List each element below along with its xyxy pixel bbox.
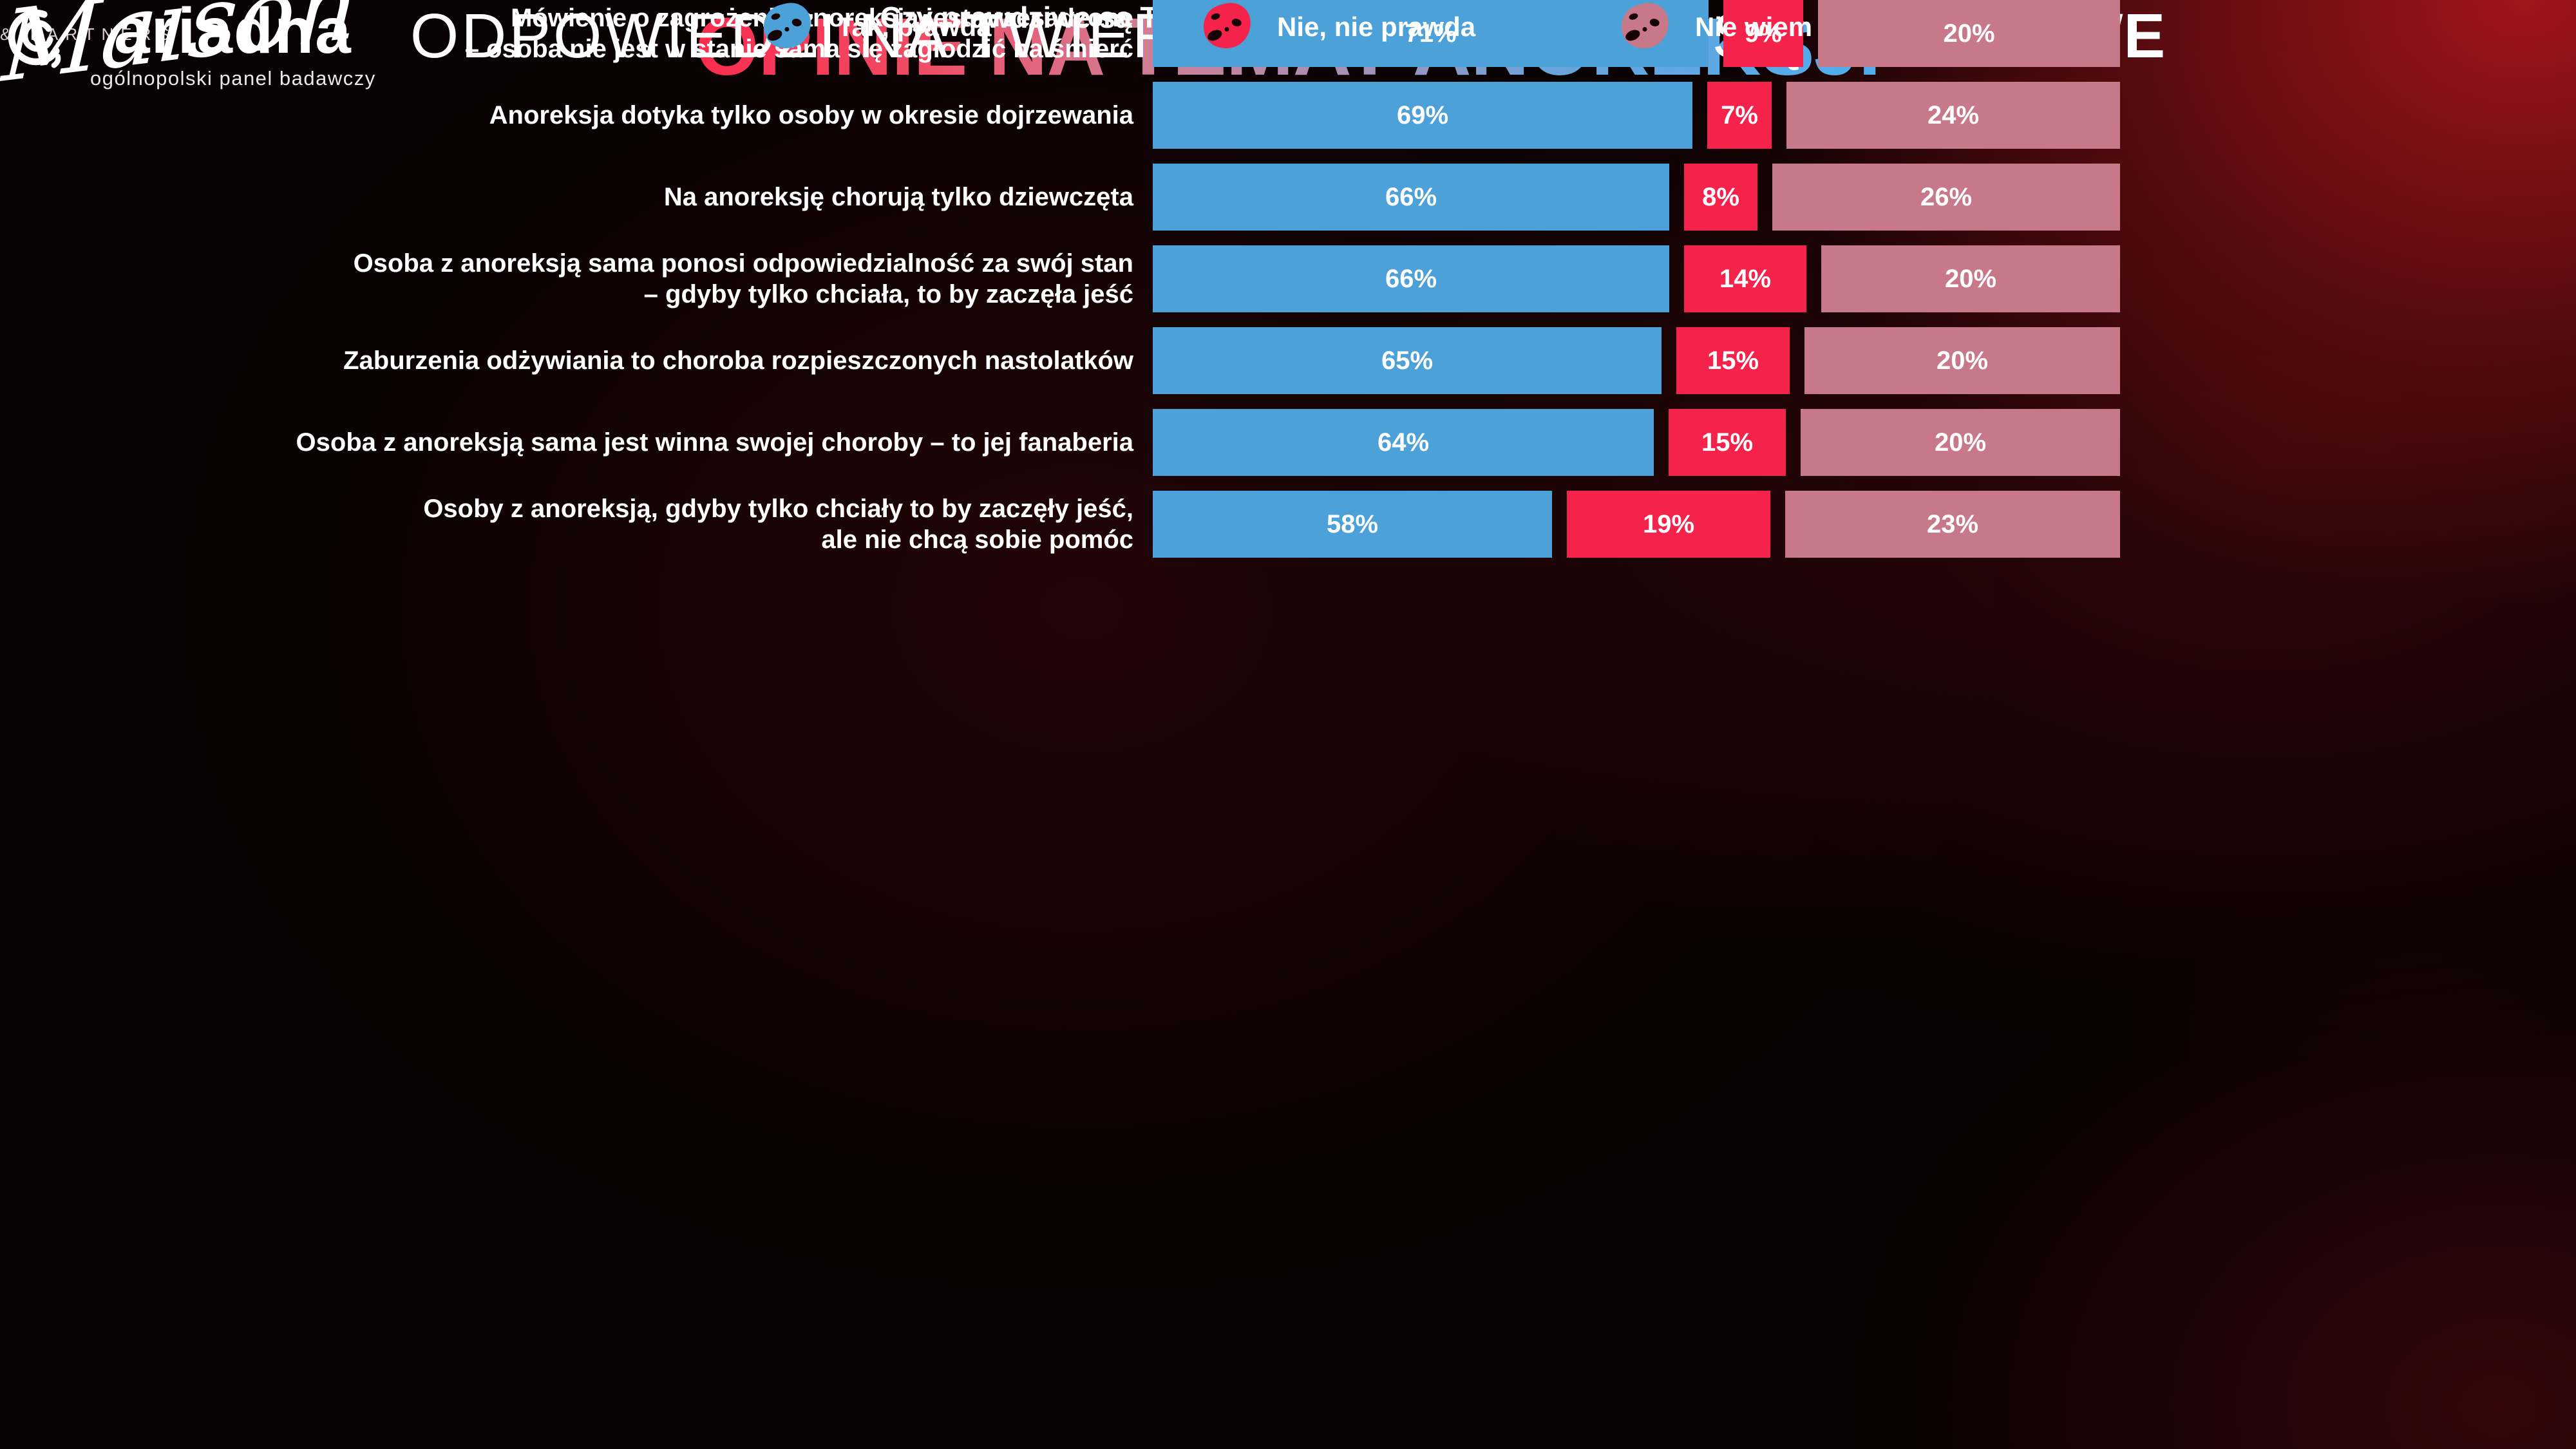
bar-value-label: 14% <box>1719 264 1772 293</box>
row-label: Mówienie o zagrożeniu anoreksją jest prz… <box>0 0 1153 67</box>
row-label-line: Anoreksja dotyka tylko osoby w okresie d… <box>489 101 1133 129</box>
bar-segment-no: 15% <box>1676 327 1790 394</box>
ariadna-name-label: ariadna <box>114 0 352 67</box>
bar-value-label: 9% <box>1745 19 1782 48</box>
bar-segment-dontknow: 24% <box>1786 82 2120 149</box>
ariadna-tagline-label: ogólnopolski panel badawczy <box>90 67 376 90</box>
ariadna-spiral-icon <box>8 10 61 68</box>
chart-row: Osoba z anoreksją sama ponosi odpowiedzi… <box>0 245 2120 312</box>
chart-row: Osoba z anoreksją sama jest winna swojej… <box>0 409 2120 476</box>
row-label-line: Osoba z anoreksją sama jest winna swojej… <box>296 428 1133 457</box>
bar-segment-no: 9% <box>1723 0 1803 67</box>
bar-value-label: 71% <box>1405 19 1457 48</box>
row-label-line: Mówienie o zagrożeniu anoreksją jest prz… <box>511 4 1133 32</box>
row-label: Zaburzenia odżywiania to choroba rozpies… <box>0 327 1153 394</box>
bar-segment-no: 7% <box>1707 82 1772 149</box>
row-label-line: Osoby z anoreksją, gdyby tylko chciały t… <box>423 495 1133 523</box>
bar-value-label: 66% <box>1385 182 1437 211</box>
bar-segment-yes: 66% <box>1153 245 1669 312</box>
stacked-bar-chart: Mówienie o zagrożeniu anoreksją jest prz… <box>0 0 2120 573</box>
legend-blob-icon <box>763 3 811 48</box>
row-bars: 69% 7% 24% <box>1153 82 2120 149</box>
legend-item-yes: Tak, prawda <box>760 0 992 54</box>
legend-item-dontknow: Nie wiem <box>1618 0 1812 54</box>
bar-segment-dontknow: 20% <box>1801 409 2120 476</box>
bar-value-label: 19% <box>1642 509 1695 538</box>
chart-row: Anoreksja dotyka tylko osoby w okresie d… <box>0 82 2120 149</box>
bar-value-label: 23% <box>1926 509 1979 538</box>
bar-value-label: 7% <box>1721 100 1758 129</box>
legend-blob-icon <box>1621 3 1669 48</box>
row-bars: 66% 14% 20% <box>1153 245 2120 312</box>
bar-value-label: 26% <box>1920 182 1973 211</box>
bar-segment-no: 19% <box>1567 491 1770 558</box>
bar-segment-yes: 69% <box>1153 82 1692 149</box>
bar-segment-dontknow: 20% <box>1821 245 2120 312</box>
bar-value-label: 15% <box>1701 428 1754 457</box>
bar-segment-no: 8% <box>1684 164 1757 231</box>
row-bars: 58% 19% 23% <box>1153 491 2120 558</box>
chart-row: Osoby z anoreksją, gdyby tylko chciały t… <box>0 491 2120 558</box>
bar-value-label: 64% <box>1377 428 1430 457</box>
bar-value-label: 69% <box>1396 100 1449 129</box>
bar-segment-dontknow: 20% <box>1804 327 2120 394</box>
row-label-line: Zaburzenia odżywiania to choroba rozpies… <box>343 346 1133 375</box>
row-bars: 66% 8% 26% <box>1153 164 2120 231</box>
bar-value-label: 20% <box>1936 346 1989 375</box>
bar-segment-dontknow: 26% <box>1772 164 2120 231</box>
bar-value-label: 24% <box>1927 100 1980 129</box>
bar-value-label: 20% <box>1934 428 1987 457</box>
row-label-line: – gdyby tylko chciała, to by zaczęła jeś… <box>643 280 1133 308</box>
legend-label: Nie wiem <box>1695 12 1813 42</box>
row-label: Anoreksja dotyka tylko osoby w okresie d… <box>0 82 1153 149</box>
row-label: Osoba z anoreksją sama ponosi odpowiedzi… <box>0 245 1153 312</box>
row-label: Na anoreksję chorują tylko dziewczęta <box>0 164 1153 231</box>
bar-segment-yes: 64% <box>1153 409 1654 476</box>
bar-segment-yes: 65% <box>1153 327 1662 394</box>
legend-label: Nie, nie prawda <box>1277 12 1476 42</box>
bar-value-label: 20% <box>1944 264 1997 293</box>
bar-segment-no: 14% <box>1684 245 1806 312</box>
legend-item-no: Nie, nie prawda <box>1200 0 1475 54</box>
bar-value-label: 58% <box>1326 509 1379 538</box>
bar-value-label: 65% <box>1381 346 1434 375</box>
bar-value-label: 66% <box>1385 264 1437 293</box>
bar-segment-yes: 58% <box>1153 491 1552 558</box>
bar-segment-dontknow: 20% <box>1818 0 2120 67</box>
bar-segment-dontknow: 23% <box>1785 491 2120 558</box>
chart-row: Zaburzenia odżywiania to choroba rozpies… <box>0 327 2120 394</box>
row-bars: 65% 15% 20% <box>1153 327 2120 394</box>
row-label: Osoby z anoreksją, gdyby tylko chciały t… <box>0 491 1153 558</box>
row-label-line: Na anoreksję chorują tylko dziewczęta <box>663 183 1133 211</box>
bar-value-label: 15% <box>1707 346 1759 375</box>
row-bars: 64% 15% 20% <box>1153 409 2120 476</box>
bar-segment-no: 15% <box>1669 409 1786 476</box>
bar-value-label: 8% <box>1702 182 1739 211</box>
ariadna-logo: ariadna ogólnopolski panel badawczy <box>0 0 376 90</box>
legend-blob-icon <box>1203 3 1251 48</box>
row-label: Osoba z anoreksją sama jest winna swojej… <box>0 409 1153 476</box>
bar-segment-yes: 66% <box>1153 164 1669 231</box>
row-label-line: ale nie chcą sobie pomóc <box>821 526 1133 554</box>
legend-label: Tak, prawda <box>837 12 992 42</box>
chart-row: Na anoreksję chorują tylko dziewczęta 66%… <box>0 164 2120 231</box>
bar-value-label: 20% <box>1943 19 1995 48</box>
row-label-line: Osoba z anoreksją sama ponosi odpowiedzi… <box>353 249 1133 278</box>
